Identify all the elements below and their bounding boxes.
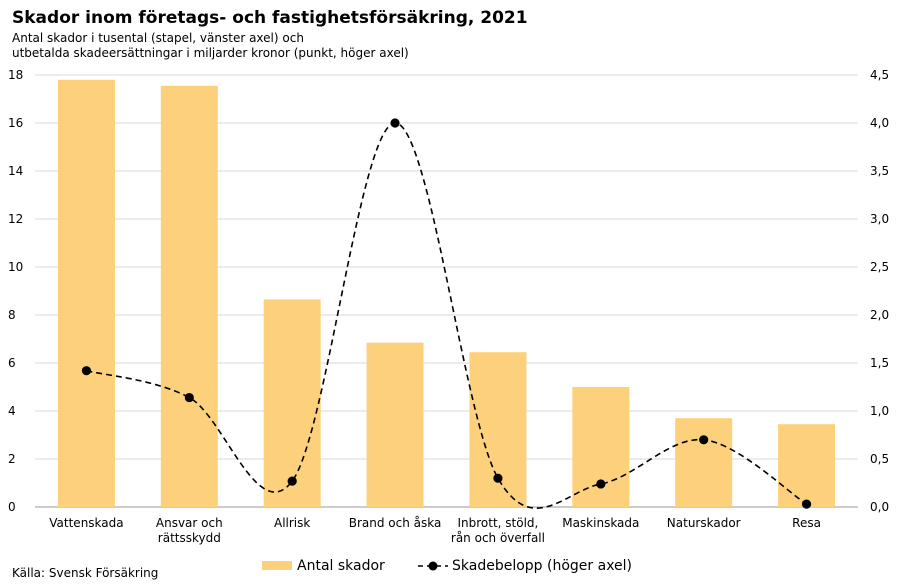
category-label: Brand och åska [349,516,442,530]
data-point [699,435,709,445]
right-tick-label: 4,0 [870,116,889,130]
category-label: Naturskador [667,516,741,530]
data-point [390,118,400,128]
data-point [801,499,812,509]
bar [778,424,836,507]
category-label: Resa [792,516,821,530]
data-point [287,476,297,486]
bar [469,352,527,507]
left-tick-label: 6 [8,356,16,370]
right-tick-label: 0,5 [870,452,889,466]
subtitle-line-1: Antal skador i tusental (stapel, vänster… [12,31,304,45]
bar [366,342,424,507]
right-tick-label: 3,5 [870,164,889,178]
right-tick-label: 2,5 [870,260,889,274]
chart-subtitle: Antal skador i tusental (stapel, vänster… [12,31,409,61]
category-label: Ansvar och rättsskydd [156,516,223,545]
legend: Antal skador Skadebelopp (höger axel) [262,558,632,574]
legend-line-label: Skadebelopp (höger axel) [452,558,632,574]
subtitle-line-2: utbetalda skadeersättningar i miljarder … [12,46,409,60]
left-axis-ticks: 0 2 4 6 8 10 12 14 16 18 [8,68,23,514]
legend-bar-label: Antal skador [297,558,385,574]
data-point [81,366,92,376]
left-tick-label: 8 [8,308,16,322]
right-tick-label: 0,0 [870,500,889,514]
bar [263,299,321,507]
data-point [596,479,606,489]
bar [572,387,630,507]
bar [675,418,733,507]
left-tick-label: 18 [8,68,23,82]
right-tick-label: 3,0 [870,212,889,226]
category-labels: Vattenskada Ansvar och rättsskydd Allrisk Br… [49,516,821,545]
left-tick-label: 0 [8,500,16,514]
category-label: Vattenskada [49,516,123,530]
data-point [184,392,194,403]
series-line [86,122,807,509]
legend-line-marker [428,561,438,571]
right-axis-ticks: 0,0 0,5 1,0 1,5 2,0 2,5 3,0 3,5 4,0 4,5 [870,68,889,514]
chart-title: Skador inom företags- och fastighetsförs… [12,8,528,28]
left-tick-label: 10 [8,260,23,274]
right-tick-label: 1,5 [870,356,889,370]
grid-lines [35,74,858,508]
right-tick-label: 4,5 [870,68,889,82]
left-tick-label: 12 [8,212,23,226]
right-tick-label: 1,0 [870,404,889,418]
category-label: Allrisk [274,516,310,530]
data-point [493,473,503,483]
left-tick-label: 16 [8,116,23,130]
source-note: Källa: Svensk Försäkring [12,566,159,580]
left-tick-label: 2 [8,452,16,466]
category-label: Maskinskada [562,516,639,530]
left-tick-label: 4 [8,404,16,418]
legend-bar-swatch [262,561,292,570]
bar [160,85,218,508]
line-series [81,118,812,509]
category-label: Inbrott, stöld, rån och överfall [451,516,545,545]
right-tick-label: 2,0 [870,308,889,322]
bar-series [57,79,836,508]
bar [57,79,115,508]
left-tick-label: 14 [8,164,23,178]
